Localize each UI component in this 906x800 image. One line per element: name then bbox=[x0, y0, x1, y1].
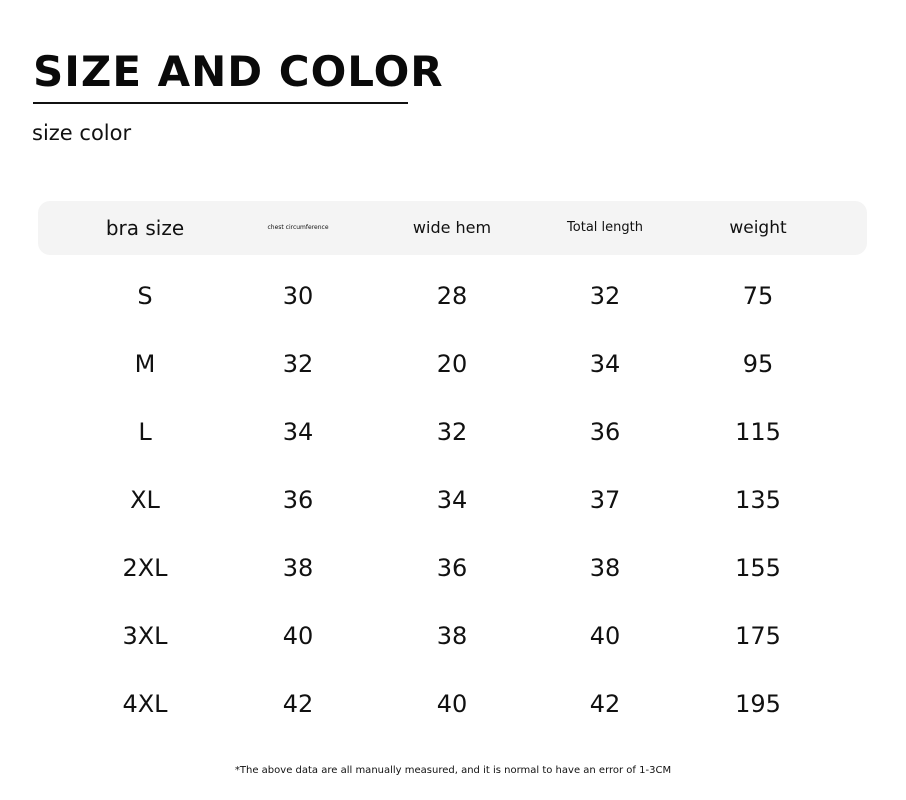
table-cell: 20 bbox=[436, 350, 468, 378]
table-cell: 115 bbox=[735, 418, 781, 446]
table-cell: 36 bbox=[282, 486, 314, 514]
table-cell: 32 bbox=[436, 418, 468, 446]
table-cell: 175 bbox=[735, 622, 781, 650]
table-cell: 195 bbox=[735, 690, 781, 718]
table-cell: 135 bbox=[735, 486, 781, 514]
table-cell: 38 bbox=[589, 554, 621, 582]
table-cell: 30 bbox=[282, 282, 314, 310]
table-cell: 4XL bbox=[122, 690, 168, 718]
table-cell: 34 bbox=[589, 350, 621, 378]
table-cell: 38 bbox=[282, 554, 314, 582]
table-cell: 95 bbox=[742, 350, 774, 378]
table-cell: XL bbox=[130, 486, 160, 514]
table-cell: 3XL bbox=[122, 622, 168, 650]
table-cell: L bbox=[138, 418, 152, 446]
table-row: 2XL 38 36 38 155 bbox=[0, 548, 906, 588]
table-cell: 40 bbox=[589, 622, 621, 650]
table-cell: 32 bbox=[282, 350, 314, 378]
table-cell: 34 bbox=[436, 486, 468, 514]
column-header: bra size bbox=[105, 216, 185, 240]
table-cell: 28 bbox=[436, 282, 468, 310]
column-header: chest circumference bbox=[267, 224, 329, 231]
subtitle: size color bbox=[32, 121, 132, 145]
table-cell: 32 bbox=[589, 282, 621, 310]
table-cell: 42 bbox=[589, 690, 621, 718]
table-row: 3XL 40 38 40 175 bbox=[0, 616, 906, 656]
table-cell: 36 bbox=[589, 418, 621, 446]
column-header: Total length bbox=[567, 220, 643, 235]
table-cell: 37 bbox=[589, 486, 621, 514]
page-title: SIZE AND COLOR bbox=[33, 47, 444, 96]
measurement-note: *The above data are all manually measure… bbox=[234, 765, 672, 776]
table-cell: 40 bbox=[282, 622, 314, 650]
table-cell: M bbox=[134, 350, 156, 378]
table-row: S 30 28 32 75 bbox=[0, 276, 906, 316]
column-header: wide hem bbox=[412, 218, 492, 237]
table-header: bra size chest circumference wide hem Total… bbox=[38, 201, 867, 255]
table-cell: 40 bbox=[436, 690, 468, 718]
table-cell: 38 bbox=[436, 622, 468, 650]
column-header: weight bbox=[729, 218, 787, 238]
table-cell: 2XL bbox=[122, 554, 168, 582]
table-row: XL 36 34 37 135 bbox=[0, 480, 906, 520]
table-cell: 42 bbox=[282, 690, 314, 718]
table-cell: 36 bbox=[436, 554, 468, 582]
table-row: 4XL 42 40 42 195 bbox=[0, 684, 906, 724]
table-cell: S bbox=[137, 282, 153, 310]
table-row: M 32 20 34 95 bbox=[0, 344, 906, 384]
title-underline bbox=[33, 102, 408, 104]
table-cell: 155 bbox=[735, 554, 781, 582]
table-cell: 75 bbox=[742, 282, 774, 310]
table-row: L 34 32 36 115 bbox=[0, 412, 906, 452]
table-cell: 34 bbox=[282, 418, 314, 446]
